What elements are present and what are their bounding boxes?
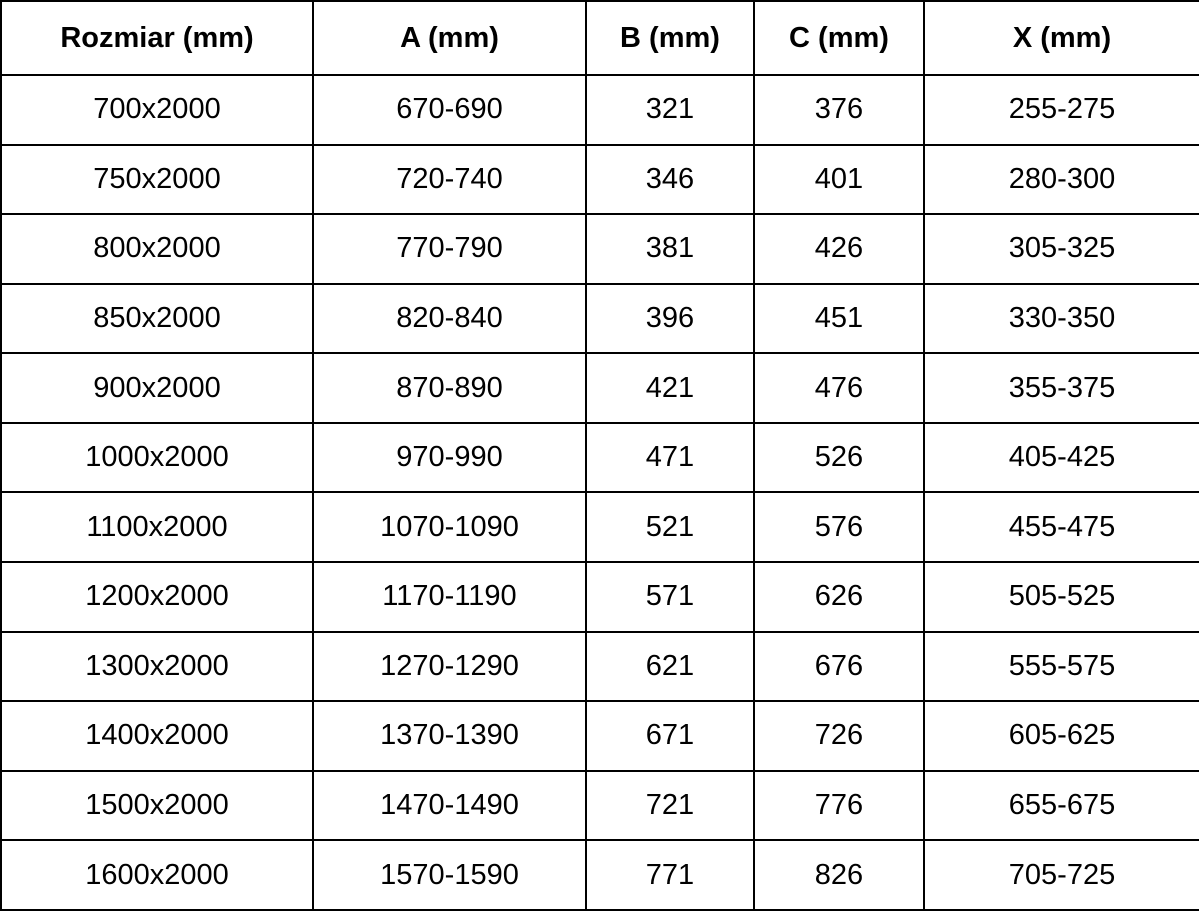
cell-b: 771 [585, 839, 755, 911]
cell-a: 670-690 [312, 74, 587, 146]
cell-a: 1170-1190 [312, 561, 587, 633]
table-row: 700x2000 670-690 321 376 255-275 [0, 74, 1199, 146]
cell-a: 1370-1390 [312, 700, 587, 772]
cell-b: 471 [585, 421, 755, 494]
cell-c: 726 [753, 700, 925, 772]
cell-c: 676 [753, 630, 925, 703]
cell-rozmiar: 1000x2000 [0, 421, 314, 494]
cell-rozmiar: 700x2000 [0, 74, 314, 146]
cell-b: 621 [585, 630, 755, 703]
cell-c: 451 [753, 282, 925, 355]
column-header-x: X (mm) [923, 0, 1199, 76]
column-header-b: B (mm) [585, 0, 755, 76]
cell-x: 455-475 [923, 491, 1199, 564]
column-header-rozmiar: Rozmiar (mm) [0, 0, 314, 76]
cell-rozmiar: 850x2000 [0, 282, 314, 355]
cell-c: 376 [753, 74, 925, 146]
cell-x: 705-725 [923, 839, 1199, 911]
cell-x: 305-325 [923, 213, 1199, 285]
cell-x: 405-425 [923, 421, 1199, 494]
cell-x: 330-350 [923, 282, 1199, 355]
table-row: 1200x2000 1170-1190 571 626 505-525 [0, 561, 1199, 633]
cell-rozmiar: 1300x2000 [0, 630, 314, 703]
cell-rozmiar: 1400x2000 [0, 700, 314, 772]
cell-a: 770-790 [312, 213, 587, 285]
cell-c: 776 [753, 769, 925, 842]
cell-b: 721 [585, 769, 755, 842]
cell-x: 280-300 [923, 143, 1199, 216]
cell-b: 571 [585, 561, 755, 633]
cell-c: 526 [753, 421, 925, 494]
table-row: 1400x2000 1370-1390 671 726 605-625 [0, 700, 1199, 772]
table-row: 1600x2000 1570-1590 771 826 705-725 [0, 839, 1199, 911]
cell-x: 655-675 [923, 769, 1199, 842]
cell-a: 970-990 [312, 421, 587, 494]
table-row: 900x2000 870-890 421 476 355-375 [0, 352, 1199, 424]
cell-x: 505-525 [923, 561, 1199, 633]
cell-rozmiar: 800x2000 [0, 213, 314, 285]
cell-x: 555-575 [923, 630, 1199, 703]
cell-x: 255-275 [923, 74, 1199, 146]
cell-a: 1070-1090 [312, 491, 587, 564]
cell-c: 426 [753, 213, 925, 285]
cell-a: 720-740 [312, 143, 587, 216]
cell-b: 321 [585, 74, 755, 146]
cell-a: 1270-1290 [312, 630, 587, 703]
cell-a: 1570-1590 [312, 839, 587, 911]
cell-x: 605-625 [923, 700, 1199, 772]
cell-c: 576 [753, 491, 925, 564]
table-row: 850x2000 820-840 396 451 330-350 [0, 282, 1199, 355]
cell-b: 396 [585, 282, 755, 355]
cell-c: 626 [753, 561, 925, 633]
cell-c: 476 [753, 352, 925, 424]
table-row: 1300x2000 1270-1290 621 676 555-575 [0, 630, 1199, 703]
table-row: 1000x2000 970-990 471 526 405-425 [0, 421, 1199, 494]
cell-a: 820-840 [312, 282, 587, 355]
cell-rozmiar: 1200x2000 [0, 561, 314, 633]
cell-c: 826 [753, 839, 925, 911]
column-header-a: A (mm) [312, 0, 587, 76]
cell-rozmiar: 1600x2000 [0, 839, 314, 911]
cell-b: 346 [585, 143, 755, 216]
table-row: 1100x2000 1070-1090 521 576 455-475 [0, 491, 1199, 564]
table-body: 700x2000 670-690 321 376 255-275 750x2000 720-… [0, 74, 1199, 911]
cell-a: 870-890 [312, 352, 587, 424]
cell-rozmiar: 750x2000 [0, 143, 314, 216]
cell-b: 671 [585, 700, 755, 772]
cell-b: 421 [585, 352, 755, 424]
table-row: 750x2000 720-740 346 401 280-300 [0, 143, 1199, 216]
cell-b: 381 [585, 213, 755, 285]
table-row: 1500x2000 1470-1490 721 776 655-675 [0, 769, 1199, 842]
header-row: Rozmiar (mm) A (mm) B (mm) C (mm) X (mm) [0, 0, 1199, 76]
cell-rozmiar: 900x2000 [0, 352, 314, 424]
cell-a: 1470-1490 [312, 769, 587, 842]
cell-rozmiar: 1500x2000 [0, 769, 314, 842]
cell-rozmiar: 1100x2000 [0, 491, 314, 564]
cell-b: 521 [585, 491, 755, 564]
column-header-c: C (mm) [753, 0, 925, 76]
table-row: 800x2000 770-790 381 426 305-325 [0, 213, 1199, 285]
cell-x: 355-375 [923, 352, 1199, 424]
cell-c: 401 [753, 143, 925, 216]
